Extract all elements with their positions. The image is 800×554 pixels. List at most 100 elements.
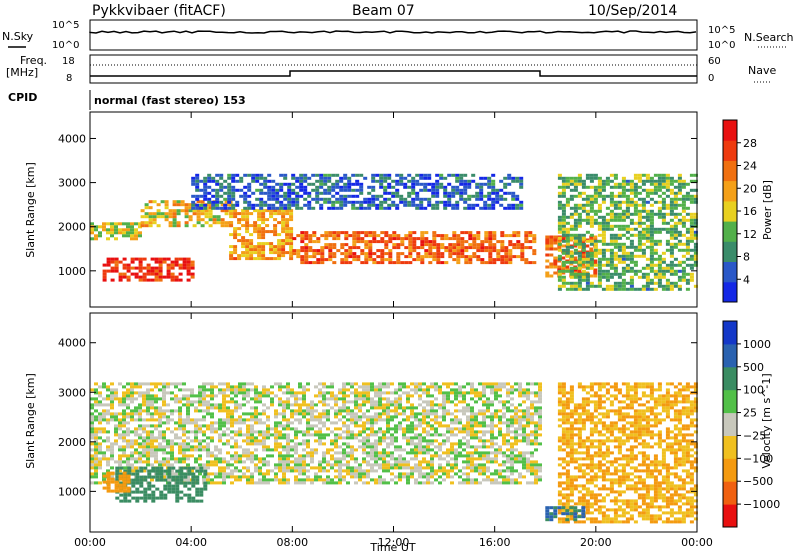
heatmap-cell-0	[90, 397, 94, 401]
heatmap-cell-7	[661, 266, 666, 270]
heatmap-cell-0	[118, 400, 122, 404]
heatmap-cell-0	[238, 406, 242, 410]
heatmap-cell-0	[342, 421, 346, 425]
heatmap-cell-7	[593, 197, 598, 201]
heatmap-cell-0	[130, 418, 134, 422]
heatmap-cell-0	[246, 448, 250, 452]
heatmap-cell-4	[215, 203, 220, 207]
heatmap-cell-4	[319, 191, 324, 195]
heatmap-cell-3	[392, 246, 397, 250]
heatmap-cell-5	[110, 269, 115, 273]
heatmap-cell-4	[351, 182, 356, 186]
heatmap-cell-4	[227, 173, 232, 177]
heatmap-cell-0	[462, 409, 466, 413]
heatmap-cell-0	[494, 409, 498, 413]
heatmap-cell-0	[466, 439, 470, 443]
heatmap-cell-0	[138, 445, 142, 449]
heatmap-cell-0	[442, 400, 446, 404]
heatmap-cell-7	[625, 230, 630, 234]
heatmap-cell-0	[114, 415, 118, 419]
heatmap-cell-2	[241, 218, 246, 222]
heatmap-cell-0	[314, 433, 318, 437]
heatmap-cell-0	[246, 442, 250, 446]
heatmap-cell-0	[286, 445, 290, 449]
heatmap-cell-7	[629, 275, 634, 279]
heatmap-cell-4	[203, 182, 208, 186]
heatmap-cell-4	[219, 206, 224, 210]
heatmap-cell-0	[130, 400, 134, 404]
heatmap-cell-3	[292, 237, 297, 241]
heatmap-cell-0	[282, 457, 286, 461]
heatmap-cell-7	[669, 263, 674, 267]
heatmap-cell-0	[162, 433, 166, 437]
heatmap-cell-0	[286, 451, 290, 455]
heatmap-cell-0	[94, 481, 98, 485]
heatmap-cell-7	[593, 251, 598, 255]
heatmap-cell-0	[470, 421, 474, 425]
heatmap-cell-0	[358, 397, 362, 401]
heatmap-cell-0	[266, 424, 270, 428]
heatmap-cell-0	[178, 421, 182, 425]
heatmap-cell-0	[398, 385, 402, 389]
heatmap-cell-7	[621, 281, 626, 285]
colorbar-segment	[723, 120, 737, 141]
heatmap-cell-0	[422, 427, 426, 431]
heatmap-cell-0	[434, 421, 438, 425]
heatmap-cell-0	[254, 397, 258, 401]
heatmap-cell-7	[685, 212, 690, 216]
heatmap-cell-4	[207, 179, 212, 183]
heatmap-cell-0	[418, 445, 422, 449]
heatmap-cell-6	[561, 256, 566, 260]
heatmap-cell-7	[665, 248, 670, 252]
heatmap-cell-0	[386, 421, 390, 425]
heatmap-cell-0	[498, 463, 502, 467]
heatmap-cell-0	[418, 385, 422, 389]
nsky-left-top: 10^5	[52, 20, 79, 31]
heatmap-cell-0	[110, 403, 114, 407]
heatmap-cell-0	[374, 400, 378, 404]
heatmap-cell-0	[342, 448, 346, 452]
heatmap-cell-0	[334, 397, 338, 401]
heatmap-cell-6	[569, 262, 574, 266]
heatmap-cell-7	[561, 206, 566, 210]
heatmap-cell-7	[649, 221, 654, 225]
heatmap-cell-0	[330, 448, 334, 452]
heatmap-cell-0	[478, 466, 482, 470]
heatmap-cell-0	[178, 397, 182, 401]
heatmap-cell-0	[526, 406, 530, 410]
heatmap-cell-0	[226, 388, 230, 392]
heatmap-cell-0	[258, 412, 262, 416]
heatmap-cell-0	[198, 463, 202, 467]
heatmap-cell-0	[394, 406, 398, 410]
heatmap-cell-0	[90, 418, 94, 422]
heatmap-cell-7	[573, 275, 578, 279]
heatmap-cell-0	[110, 475, 114, 479]
heatmap-cell-3	[472, 243, 477, 247]
heatmap-cell-0	[170, 451, 174, 455]
heatmap-cell-0	[414, 469, 418, 473]
heatmap-cell-4	[363, 197, 368, 201]
heatmap-cell-0	[210, 397, 214, 401]
heatmap-cell-0	[130, 234, 134, 238]
heatmap-cell-0	[314, 403, 318, 407]
heatmap-cell-0	[414, 478, 418, 482]
heatmap-cell-0	[446, 412, 450, 416]
heatmap-cell-0	[262, 472, 266, 476]
heatmap-cell-3	[300, 258, 305, 262]
heatmap-cell-0	[510, 391, 514, 395]
heatmap-cell-5	[166, 263, 171, 267]
heatmap-cell-7	[633, 287, 638, 291]
heatmap-cell-3	[440, 234, 445, 238]
heatmap-cell-4	[447, 197, 452, 201]
heatmap-cell-7	[581, 182, 586, 186]
heatmap-cell-0	[514, 457, 518, 461]
heatmap-cell-0	[386, 430, 390, 434]
heatmap-cell-0	[370, 463, 374, 467]
heatmap-cell-0	[370, 424, 374, 428]
heatmap-cell-7	[673, 179, 678, 183]
heatmap-cell-0	[230, 454, 234, 458]
heatmap-cell-0	[346, 394, 350, 398]
heatmap-cell-0	[490, 382, 494, 386]
heatmap-cell-0	[250, 415, 254, 419]
heatmap-cell-0	[530, 412, 534, 416]
